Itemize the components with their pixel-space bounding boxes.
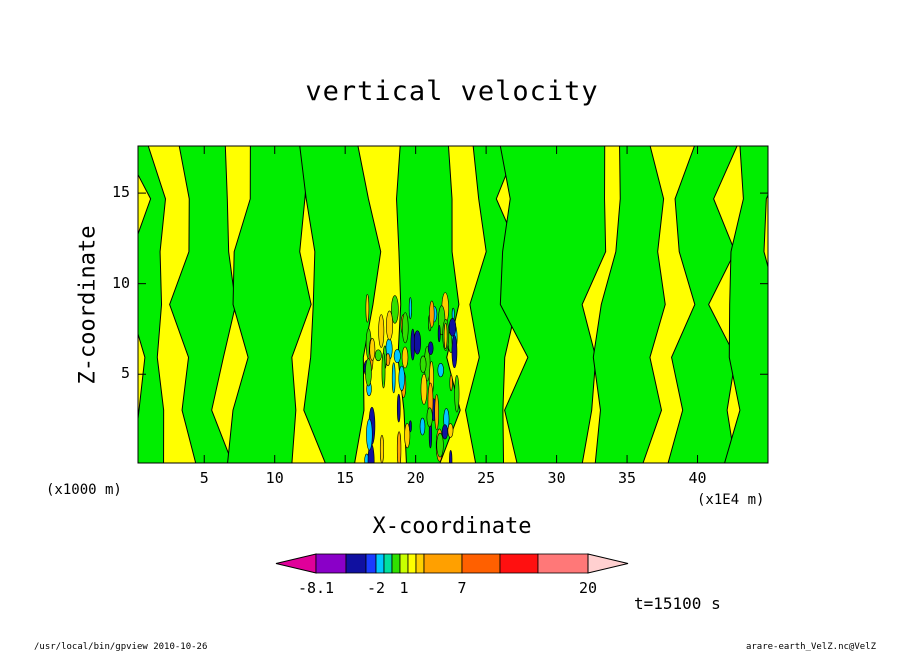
footer-right: arare-earth_VelZ.nc@VelZ (745, 642, 876, 652)
x-tick-label: 15 (336, 469, 355, 487)
convective-cell (413, 330, 422, 355)
colorbar-segment (375, 553, 385, 574)
x-axis-label: X-coordinate (372, 514, 532, 539)
colorbar-segment (423, 553, 463, 574)
y-unit-label: (x1000 m) (46, 482, 122, 498)
negative-region (138, 146, 167, 463)
convective-cell (408, 420, 412, 433)
x-tick-label: 35 (618, 469, 637, 487)
convective-cell (398, 365, 405, 391)
colorbar-segment (499, 553, 539, 574)
y-tick-label: 10 (111, 273, 130, 292)
x-tick-label: 5 (199, 469, 209, 487)
colorbar-segment (383, 553, 393, 574)
convective-cell (401, 346, 409, 369)
convective-cell (429, 300, 435, 328)
convective-cell (420, 373, 428, 405)
colorbar-tick-label: 1 (399, 579, 409, 597)
convective-cell (419, 417, 426, 436)
colorbar-segment (415, 553, 425, 574)
x-tick-label: 30 (547, 469, 566, 487)
convective-cell (378, 314, 385, 348)
convective-cell (393, 349, 401, 363)
convective-cell (427, 341, 434, 355)
negative-region (592, 146, 666, 463)
convective-cell (365, 293, 370, 323)
negative-region (667, 146, 738, 463)
time-label: t=15100 s (634, 594, 721, 613)
colorbar-segment (391, 553, 401, 574)
convective-cell (396, 393, 401, 423)
convective-cell (449, 450, 453, 463)
convective-cell (366, 418, 373, 451)
convective-cell (451, 335, 458, 369)
negative-region (396, 146, 461, 463)
convective-cell (386, 310, 394, 341)
colorbar-right-arrow (587, 553, 629, 574)
convective-cell (443, 322, 448, 350)
colorbar-segment (315, 553, 347, 574)
chart-title: vertical velocity (305, 76, 599, 107)
convective-cell (379, 434, 384, 463)
x-tick-label: 20 (406, 469, 425, 487)
footer-left: /usr/local/bin/gpview 2010-10-26 (34, 642, 208, 652)
x-unit-label: (x1E4 m) (697, 492, 765, 508)
field-contours (138, 146, 768, 463)
colorbar-segment (365, 553, 377, 574)
colorbar-tick-label: -8.1 (297, 579, 335, 597)
convective-cell (434, 394, 439, 431)
convective-cell (401, 312, 409, 344)
colorbar-tick-label: -2 (366, 579, 386, 597)
convective-cell (391, 362, 396, 394)
convective-cell (410, 328, 415, 361)
colorbar-left-arrow (275, 553, 317, 574)
convective-cell (449, 374, 453, 392)
convective-cell (365, 358, 372, 387)
colorbar-tick-label: 7 (457, 579, 467, 597)
negative-region (499, 146, 607, 463)
convective-cell (437, 363, 444, 378)
convective-cell (441, 424, 449, 440)
colorbar-segment (399, 553, 409, 574)
convective-cell (408, 297, 412, 320)
colorbar-tick-label: 20 (578, 579, 598, 597)
y-tick-label: 5 (120, 364, 130, 383)
convective-cell (426, 407, 433, 428)
convective-cell (374, 349, 382, 362)
convective-cell (396, 431, 402, 463)
convective-cell (437, 325, 441, 343)
y-tick-label: 15 (111, 183, 130, 202)
convective-cell (381, 352, 386, 389)
convective-cell (391, 295, 399, 324)
colorbar-segment (345, 553, 367, 574)
negative-region (724, 146, 768, 463)
convective-cell (454, 375, 460, 413)
convective-cell (369, 337, 376, 361)
y-axis-label: Z-coordinate (75, 225, 101, 385)
x-tick-label: 40 (688, 469, 707, 487)
convective-cell (436, 432, 444, 458)
colorbar-segment (537, 553, 589, 574)
x-tick-label: 10 (265, 469, 284, 487)
negative-region (227, 146, 312, 463)
negative-region (169, 146, 237, 463)
x-tick-label: 25 (477, 469, 496, 487)
convective-cell (448, 318, 457, 337)
negative-region (299, 146, 382, 463)
colorbar-segment (407, 553, 417, 574)
convective-cell (404, 423, 411, 449)
convective-cell (419, 355, 427, 373)
colorbar-segment (461, 553, 501, 574)
plot-frame (137, 145, 769, 464)
